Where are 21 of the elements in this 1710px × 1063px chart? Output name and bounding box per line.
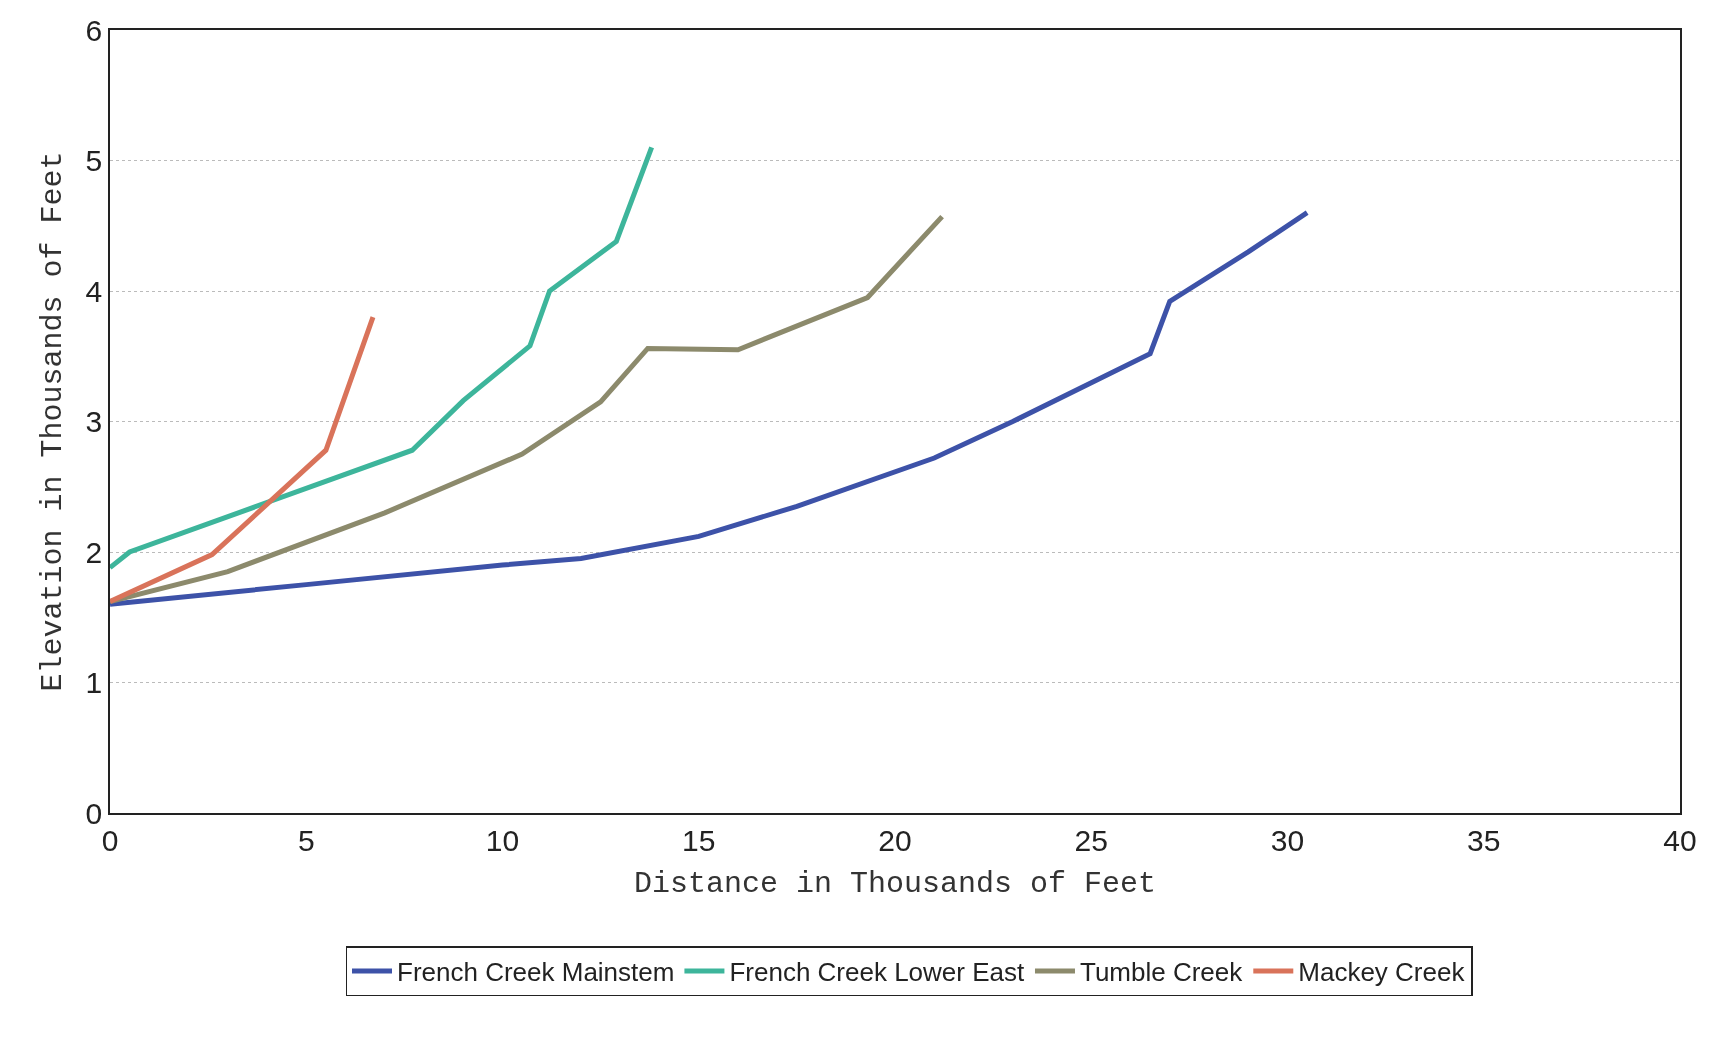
y-tick-label: 4	[85, 274, 103, 308]
y-axis-title: Elevation in Thousands of Feet	[36, 151, 71, 692]
x-tick-label: 25	[1074, 823, 1108, 857]
legend-label: French Creek Lower East	[729, 957, 1025, 988]
x-tick-label: 20	[878, 823, 912, 857]
y-tick-label: 1	[85, 666, 103, 699]
x-tick-label: 15	[682, 823, 716, 857]
y-tick-label: 5	[85, 144, 103, 177]
legend-label: Tumble Creek	[1079, 957, 1244, 988]
legend-label: Mackey Creek	[1298, 957, 1466, 988]
x-tick-label: 35	[1467, 823, 1501, 857]
legend-label: French Creek Mainstem	[397, 957, 675, 988]
y-tick-label: 2	[85, 535, 103, 569]
y-tick-label: 6	[85, 13, 103, 47]
y-tick-label: 3	[85, 405, 103, 438]
x-axis-title: Distance in Thousands of Feet	[633, 866, 1157, 901]
x-tick-label: 30	[1270, 823, 1305, 857]
y-tick-label: 0	[85, 796, 103, 830]
x-tick-label: 40	[1663, 823, 1697, 857]
x-tick-label: 5	[297, 823, 315, 857]
x-tick-label: 10	[485, 823, 520, 857]
